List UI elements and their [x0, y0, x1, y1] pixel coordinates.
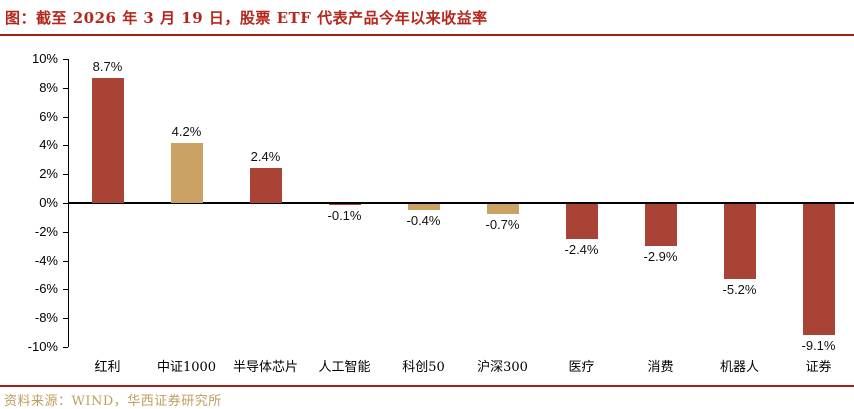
y-axis-tick-label: -10%	[27, 339, 58, 354]
bar-value-label: -0.4%	[406, 212, 441, 228]
y-axis-tick-label: -6%	[34, 281, 58, 297]
bar-机器人	[723, 204, 756, 279]
bar-value-label: -5.2%	[722, 281, 757, 297]
y-axis-tick-label: 10%	[31, 51, 58, 66]
y-axis-tick-label: 0%	[39, 195, 58, 210]
y-axis-tick	[63, 116, 68, 118]
bar-中证1000	[170, 142, 203, 203]
y-axis-tick-label: -8%	[34, 310, 58, 326]
bar-value-label: -2.4%	[564, 241, 599, 257]
y-axis-tick	[63, 174, 68, 176]
y-axis-tick-label: 6%	[39, 108, 58, 124]
x-axis-category-label: 人工智能	[318, 360, 371, 375]
x-axis-category-label: 科创50	[402, 360, 445, 375]
x-axis-category-label: 红利	[94, 360, 121, 375]
y-axis-tick	[63, 145, 68, 147]
x-axis-category-label: 证券	[805, 360, 832, 375]
y-axis-tick	[63, 87, 68, 89]
y-axis-tick	[63, 203, 68, 204]
y-axis-tick-label: -4%	[34, 252, 58, 268]
bar-半导体芯片	[249, 168, 282, 203]
bar-value-label: -0.1%	[327, 208, 362, 224]
y-axis-tick	[63, 59, 68, 60]
y-axis-tick-label: 2%	[39, 166, 58, 182]
bar-value-label: 4.2%	[171, 123, 202, 139]
x-axis-category-label: 半导体芯片	[232, 360, 298, 375]
bar-证券	[802, 204, 835, 336]
bottom-divider	[0, 385, 854, 387]
bar-value-label: -9.1%	[801, 338, 836, 354]
bar-科创50	[407, 204, 440, 210]
x-axis-category-label: 消费	[647, 360, 674, 375]
bar-沪深300	[486, 204, 519, 215]
x-axis-category-label: 沪深300	[477, 360, 528, 375]
bar-红利	[91, 77, 124, 203]
x-axis-category-label: 机器人	[719, 360, 759, 375]
bar-消费	[644, 204, 677, 246]
y-axis-tick	[63, 318, 68, 320]
y-axis-tick-label: -2%	[34, 223, 58, 239]
bar-人工智能	[328, 204, 361, 206]
bar-医疗	[565, 204, 598, 239]
bar-value-label: -0.7%	[485, 217, 520, 233]
x-axis-category-label: 中证1000	[156, 360, 217, 375]
y-axis-tick	[63, 231, 68, 233]
bar-value-label: -2.9%	[643, 248, 678, 264]
y-axis-tick	[63, 347, 68, 348]
source-note: 资料来源：WIND，华西证券研究所	[4, 394, 222, 409]
y-axis-tick-label: 4%	[39, 137, 58, 153]
figure-title: 图：截至 2026 年 3 月 19 日，股票 ETF 代表产品今年以来收益率	[5, 9, 488, 27]
x-axis-category-label: 医疗	[568, 360, 595, 375]
top-divider	[0, 34, 854, 36]
y-axis-tick-label: 8%	[39, 79, 58, 95]
bar-value-label: 2.4%	[250, 149, 281, 165]
y-axis-tick	[63, 289, 68, 291]
x-axis-zero-line	[68, 202, 854, 204]
y-axis-tick	[63, 260, 68, 262]
bar-value-label: 8.7%	[92, 58, 123, 74]
